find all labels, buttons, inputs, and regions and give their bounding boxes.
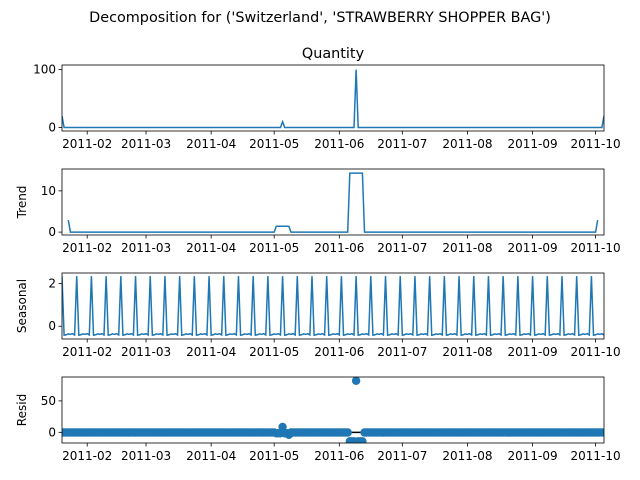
x-tick-label: 2011-04 [186,241,236,255]
subplot-3: Seasonal 0 2 2011-02 2011-03 2011-04 2011-05 20… [15,272,621,359]
y-axis-label: Trend [15,186,29,220]
subplot-title: Quantity [302,46,365,62]
x-tick-label: 2011-05 [249,449,299,463]
x-tick-label: 2011-02 [62,241,112,255]
series-line [62,276,604,337]
x-tick-label: 2011-04 [186,345,236,359]
x-tick-label: 2011-06 [314,345,364,359]
x-tick-label: 2011-09 [508,449,558,463]
x-tick-label: 2011-09 [508,137,558,151]
x-tick-label: 2011-06 [314,449,364,463]
figure-suptitle: Decomposition for ('Switzerland', 'STRAW… [89,10,551,26]
x-tick-label: 2011-05 [249,137,299,151]
plot-area [62,69,604,129]
resid-point [599,428,604,437]
axes-frame [61,64,605,132]
subplot-4: Resid 0 50 2011-02 2011-03 2011-04 2011-05 2011… [15,376,621,463]
x-tick-label: 2011-08 [442,241,492,255]
y-tick-label: 2 [48,277,56,291]
subplot-2: Trend 0 10 2011-02 2011-03 2011-04 2011-05 2011… [15,168,621,255]
x-tick-label: 2011-09 [508,241,558,255]
x-tick-label: 2011-04 [186,449,236,463]
resid-point [351,377,361,385]
x-tick-label: 2011-02 [62,137,112,151]
plot-area [62,377,604,443]
y-tick-label: 0 [48,425,56,439]
axes-frame [61,272,605,340]
series-line [67,172,599,233]
x-tick-label: 2011-03 [121,241,171,255]
plot-area [62,276,604,337]
x-tick-label: 2011-10 [571,449,621,463]
x-tick-label: 2011-05 [249,241,299,255]
axes-frame [61,168,605,236]
x-tick-label: 2011-07 [377,449,427,463]
x-tick-label: 2011-08 [442,345,492,359]
resid-point [343,428,352,437]
x-tick-label: 2011-04 [186,137,236,151]
x-tick-label: 2011-10 [571,137,621,151]
x-tick-label: 2011-10 [571,241,621,255]
x-tick-label: 2011-07 [377,241,427,255]
x-tick-label: 2011-06 [314,241,364,255]
y-tick-label: 100 [33,63,56,77]
y-tick-label: 0 [48,319,56,333]
x-tick-label: 2011-06 [314,137,364,151]
y-tick-label: 0 [48,121,56,135]
y-tick-label: 50 [41,394,56,408]
resid-point [358,437,367,443]
x-tick-label: 2011-03 [121,345,171,359]
x-tick-label: 2011-10 [571,345,621,359]
y-axis-label: Seasonal [15,279,29,333]
subplot-1: Quantity 0 100 2011-02 2011-03 2011-04 2011-05… [33,46,621,151]
x-tick-label: 2011-07 [377,345,427,359]
x-tick-label: 2011-02 [62,345,112,359]
x-tick-label: 2011-02 [62,449,112,463]
x-tick-label: 2011-03 [121,449,171,463]
x-tick-label: 2011-09 [508,345,558,359]
x-tick-label: 2011-03 [121,137,171,151]
y-tick-label: 0 [48,225,56,239]
series-line [62,69,604,129]
x-tick-label: 2011-08 [442,137,492,151]
y-tick-label: 10 [41,184,56,198]
plot-area [67,172,599,233]
x-tick-label: 2011-05 [249,345,299,359]
resid-point [278,422,287,432]
y-axis-label: Resid [15,394,29,426]
x-tick-label: 2011-08 [442,449,492,463]
axes-frame [61,376,605,444]
x-tick-label: 2011-07 [377,137,427,151]
